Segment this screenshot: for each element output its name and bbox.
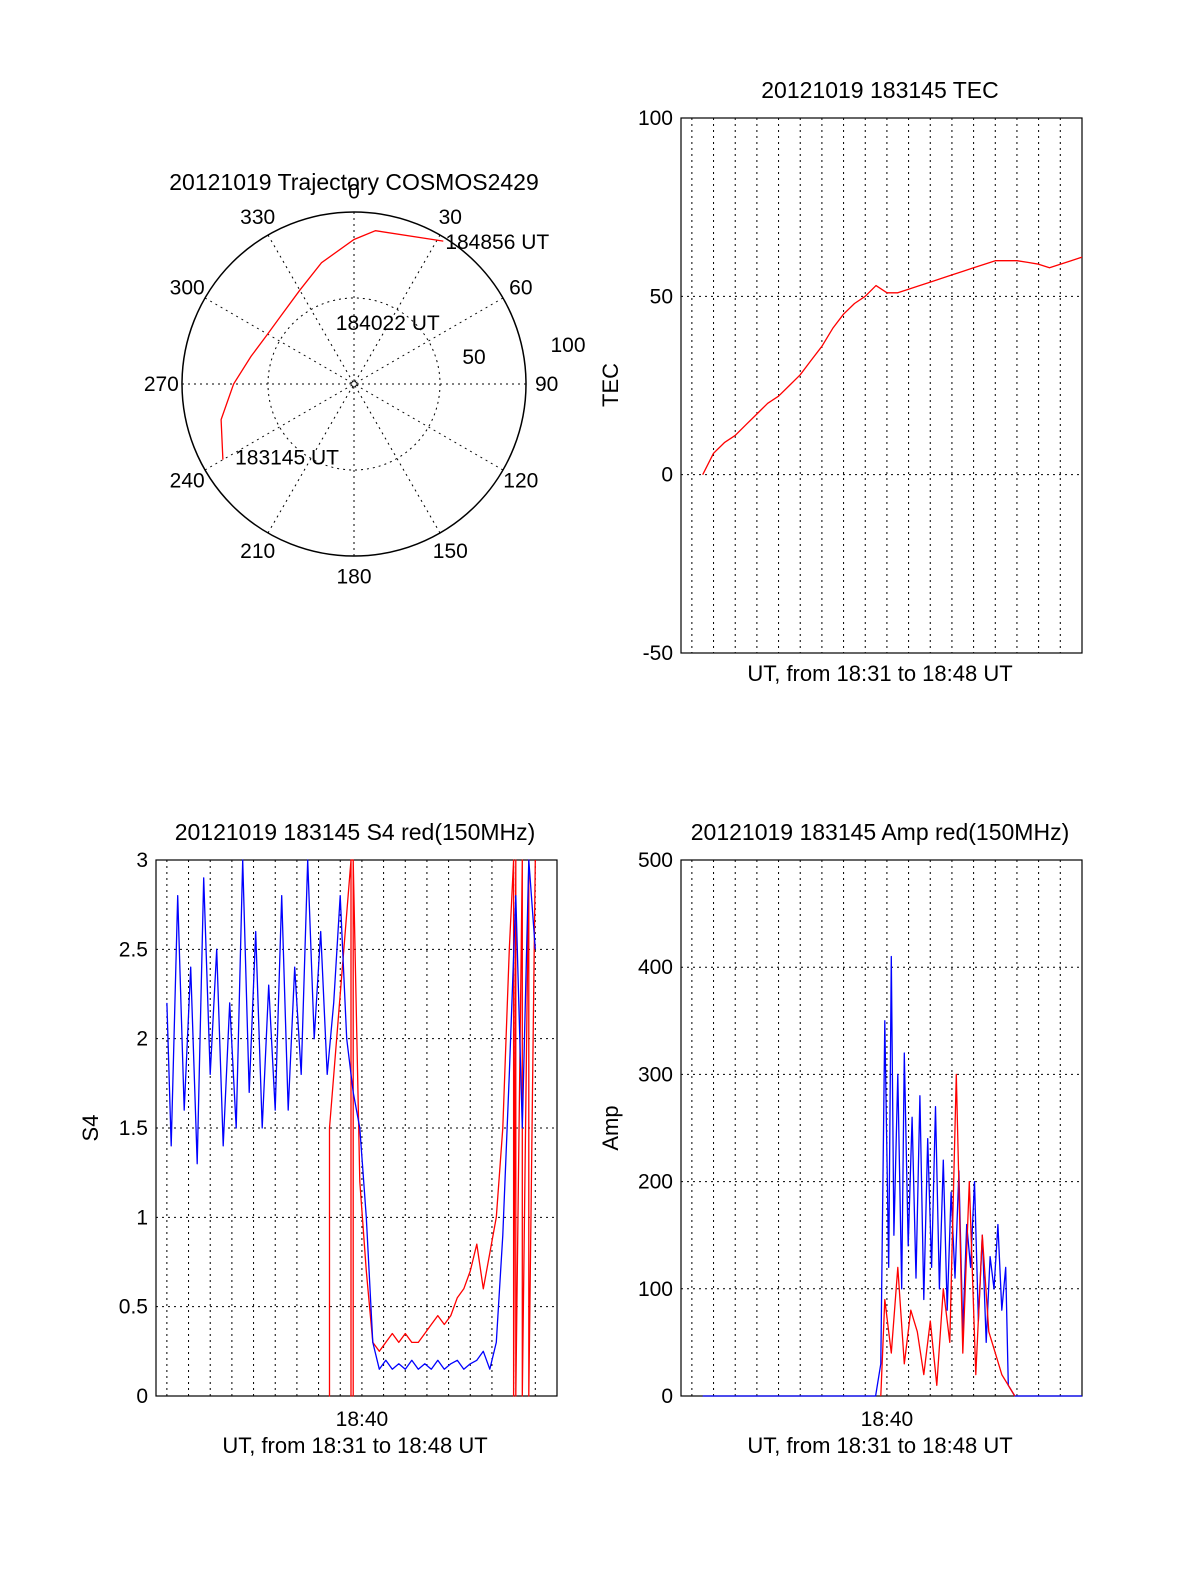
s4-ytick-label: 0.5 [119,1296,148,1319]
polar-angle-label: 150 [433,540,468,563]
tec-series-line-0 [702,256,1083,475]
amp-grid [681,860,1082,1396]
polar-angle-label: 210 [240,540,275,563]
tec-ytick-label: 100 [638,107,673,130]
polar-angle-label: 0 [348,180,360,203]
s4-frame [155,859,558,1397]
polar-angle-label: 120 [503,469,538,492]
polar-angle-label: 270 [144,373,179,396]
tec-ytick-label: 50 [650,285,673,308]
s4-xlabel: UT, from 18:31 to 18:48 UT [222,1433,487,1458]
amp-ylabel: Amp [598,1105,623,1150]
s4-ytick-label: 2.5 [119,938,148,961]
trajectory-annotation: 183145 UT [235,447,339,470]
s4-ytick-label: 1 [136,1206,148,1229]
polar-angle-labels: 0 30 60 90 120 150 180 210 240 270 300 330 [144,180,558,588]
polar-grid [182,212,526,556]
amp-ytick-label: 100 [638,1278,673,1301]
s4-ytick-label: 3 [136,849,148,872]
amp-series-line-0 [702,955,1082,1397]
polar-angle-label: 330 [240,206,275,229]
tec-series [702,256,1083,475]
s4-grid [156,860,557,1396]
polar-angle-label: 60 [509,277,532,300]
tec-plot: 20121019 183145 TEC -50 0 50 100 UT, from 1… [598,77,1083,686]
amp-ytick-label: 300 [638,1063,673,1086]
s4-ytick-label: 0 [136,1385,148,1408]
amp-ytick-label: 200 [638,1171,673,1194]
trajectory-annotation: 184022 UT [336,312,440,335]
radial-tick-100: 100 [550,334,585,357]
polar-angle-label: 180 [336,566,371,589]
s4-x-ticks: 18:40 [336,1408,389,1431]
tec-title: 20121019 183145 TEC [761,77,998,103]
tec-frame [680,117,1083,654]
amp-ytick-label: 0 [661,1385,673,1408]
s4-series-line-0 [328,859,536,1397]
polar-angle-label: 30 [439,206,462,229]
amp-x-ticks: 18:40 [861,1408,914,1431]
amp-xlabel: UT, from 18:31 to 18:48 UT [747,1433,1012,1458]
amp-title: 20121019 183145 Amp red(150MHz) [691,819,1069,845]
amp-plot: 20121019 183145 Amp red(150MHz) 0 100 200 3… [598,819,1083,1458]
s4-ytick-label: 2 [136,1028,148,1051]
s4-ytick-label: 1.5 [119,1117,148,1140]
s4-plot: 20121019 183145 S4 red(150MHz) 0 0.5 1 1.5 2… [78,819,558,1458]
polar-angle-label: 240 [170,469,205,492]
radial-tick-50: 50 [462,346,485,369]
polar-angle-label: 90 [535,373,558,396]
tec-grid [681,118,1082,653]
s4-series [166,859,536,1397]
trajectory-annotations: 184856 UT 184022 UT 183145 UT [235,231,549,470]
amp-y-ticks: 0 100 200 300 400 500 [638,849,673,1408]
amp-series-line-1 [880,1073,1016,1397]
tec-ytick-label: -50 [643,642,673,665]
s4-ylabel: S4 [78,1115,103,1142]
tec-ylabel: TEC [598,363,623,407]
amp-series [702,955,1082,1397]
amp-ytick-label: 500 [638,849,673,872]
s4-y-ticks: 0 0.5 1 1.5 2 2.5 3 [119,849,148,1408]
amp-ytick-label: 400 [638,956,673,979]
s4-xtick-label: 18:40 [336,1408,389,1431]
s4-title: 20121019 183145 S4 red(150MHz) [175,819,536,845]
tec-ytick-label: 0 [661,464,673,487]
trajectory-series [220,230,444,460]
polar-outer-ring [181,211,527,557]
trajectory-title: 20121019 Trajectory COSMOS2429 [169,169,538,195]
amp-frame [680,859,1083,1397]
tec-y-ticks: -50 0 50 100 [638,107,673,665]
s4-series-line-1 [166,859,536,1370]
amp-xtick-label: 18:40 [861,1408,914,1431]
polar-angle-label: 300 [170,277,205,300]
tec-xlabel: UT, from 18:31 to 18:48 UT [747,661,1012,686]
trajectory-annotation: 184856 UT [445,231,549,254]
trajectory-line-0 [220,230,444,460]
trajectory-plot: 20121019 Trajectory COSMOS2429 0 30 60 90 12… [144,169,586,589]
